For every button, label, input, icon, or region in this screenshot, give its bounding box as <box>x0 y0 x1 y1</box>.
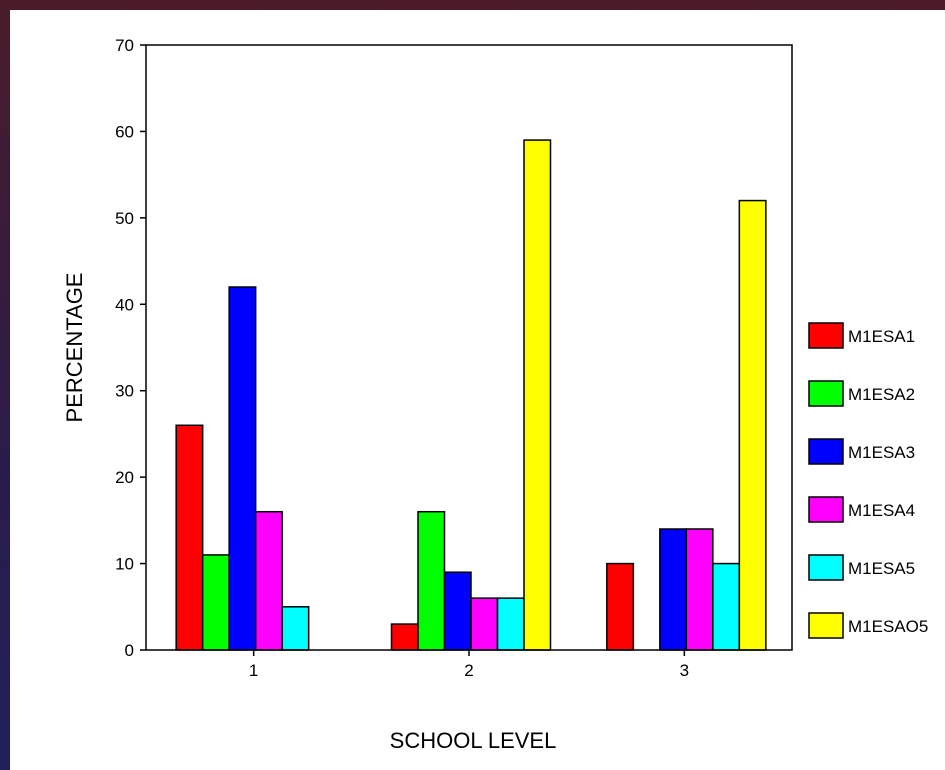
legend: M1ESA1 M1ESA2 M1ESA3 M1ESA4 M1ESA5 M1ESAO5 <box>808 322 928 639</box>
y-tick-label: 50 <box>115 209 134 228</box>
bar-m1esa4-3 <box>685 528 714 651</box>
y-axis-label: PERCENTAGE <box>62 273 87 423</box>
y-tick-label: 0 <box>125 641 134 660</box>
bar-m1esa1-3 <box>606 562 635 651</box>
bar-m1esa4-2 <box>470 597 499 651</box>
bar-m1esa5-2 <box>496 597 525 651</box>
chart-panel: 0 10 20 30 40 50 60 70 1 2 3 PERCENTAGE SCHOOL LE… <box>10 10 945 770</box>
bar-m1esa1-1 <box>175 424 204 651</box>
legend-swatch-m1esa1 <box>808 322 844 349</box>
bar-m1esao5-2 <box>523 139 552 651</box>
legend-label-m1esa2: M1ESA2 <box>848 385 915 404</box>
y-tick-label: 20 <box>115 468 134 487</box>
y-axis: 0 10 20 30 40 50 60 70 <box>115 36 146 660</box>
bar-m1esa2-1 <box>201 554 230 651</box>
x-tick-label: 2 <box>464 661 473 680</box>
legend-swatch-m1esao5 <box>808 612 844 639</box>
legend-label-m1esa1: M1ESA1 <box>848 327 915 346</box>
legend-swatch-m1esa5 <box>808 554 844 581</box>
y-tick-label: 70 <box>115 36 134 55</box>
legend-swatch-m1esa2 <box>808 380 844 407</box>
legend-label-m1esa4: M1ESA4 <box>848 501 915 520</box>
bar-m1esa3-2 <box>443 571 472 651</box>
legend-swatch-m1esa4 <box>808 496 844 523</box>
bar-m1esao5-3 <box>738 199 767 651</box>
legend-label-m1esa5: M1ESA5 <box>848 559 915 578</box>
y-tick-label: 10 <box>115 555 134 574</box>
legend-label-m1esa3: M1ESA3 <box>848 443 915 462</box>
bars-group <box>175 139 767 651</box>
bar-m1esa3-1 <box>228 286 257 651</box>
x-tick-label: 3 <box>680 661 689 680</box>
x-axis-label: SCHOOL LEVEL <box>390 728 557 753</box>
x-tick-label: 1 <box>249 661 258 680</box>
legend-swatch-m1esa3 <box>808 438 844 465</box>
y-tick-label: 60 <box>115 122 134 141</box>
bar-m1esa3-3 <box>659 528 688 651</box>
x-axis: 1 2 3 <box>249 650 689 680</box>
legend-label-m1esao5: M1ESAO5 <box>848 617 928 636</box>
bar-m1esa1-2 <box>390 623 419 651</box>
bar-m1esa2-2 <box>417 510 446 651</box>
bar-m1esa5-3 <box>712 562 741 651</box>
bar-m1esa4-1 <box>254 510 283 651</box>
y-tick-label: 40 <box>115 295 134 314</box>
bar-chart: 0 10 20 30 40 50 60 70 1 2 3 PERCENTAGE SCHOOL LE… <box>62 36 928 753</box>
bar-m1esa5-1 <box>281 606 310 651</box>
y-tick-label: 30 <box>115 382 134 401</box>
